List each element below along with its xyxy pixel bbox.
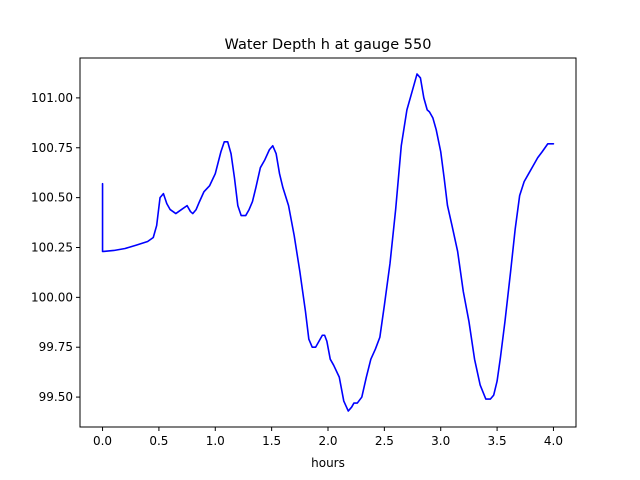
y-tick-label: 99.75 (39, 340, 73, 354)
x-tick-label: 4.0 (544, 434, 563, 448)
chart-title: Water Depth h at gauge 550 (225, 37, 432, 53)
x-tick-label: 2.0 (318, 434, 337, 448)
series-line-0 (101, 73, 555, 412)
y-tick-label: 100.50 (31, 191, 73, 205)
x-tick-label: 0.5 (149, 434, 168, 448)
y-tick-label: 101.00 (31, 91, 73, 105)
x-tick-label: 1.0 (206, 434, 225, 448)
x-tick-label: 3.0 (431, 434, 450, 448)
x-axis: 0.0 0.5 1.0 1.5 2.0 2.5 3.0 3.5 4.0 (93, 427, 563, 448)
y-tick-label: 99.50 (39, 390, 73, 404)
x-axis-label: hours (311, 456, 345, 470)
y-tick-label: 100.25 (31, 240, 73, 254)
plot-area (101, 73, 555, 412)
x-tick-label: 2.5 (375, 434, 394, 448)
x-tick-label: 1.5 (262, 434, 281, 448)
x-tick-label: 0.0 (93, 434, 112, 448)
y-axis: 99.50 99.75 100.00 100.25 100.50 100.75 101.00 (31, 91, 80, 404)
y-tick-label: 100.75 (31, 141, 73, 155)
x-tick-label: 3.5 (488, 434, 507, 448)
y-tick-label: 100.00 (31, 290, 73, 304)
